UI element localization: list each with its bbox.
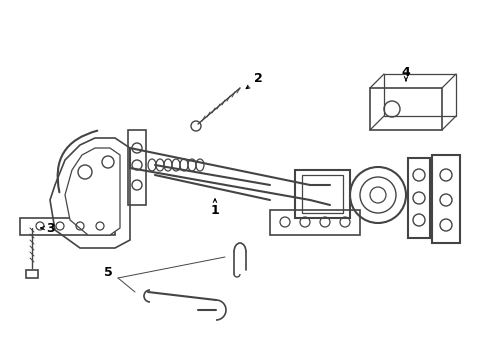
Bar <box>302 175 343 213</box>
Bar <box>408 158 430 238</box>
Text: 2: 2 <box>254 72 262 85</box>
Text: 3: 3 <box>46 221 54 234</box>
Text: 4: 4 <box>402 66 410 78</box>
Bar <box>26 270 38 278</box>
Text: 1: 1 <box>211 203 220 216</box>
Polygon shape <box>65 148 120 235</box>
Bar <box>128 130 146 205</box>
Bar <box>370 88 442 130</box>
Text: 5: 5 <box>103 266 112 279</box>
Bar <box>384 74 456 116</box>
Bar <box>432 155 460 243</box>
Bar <box>295 170 350 218</box>
